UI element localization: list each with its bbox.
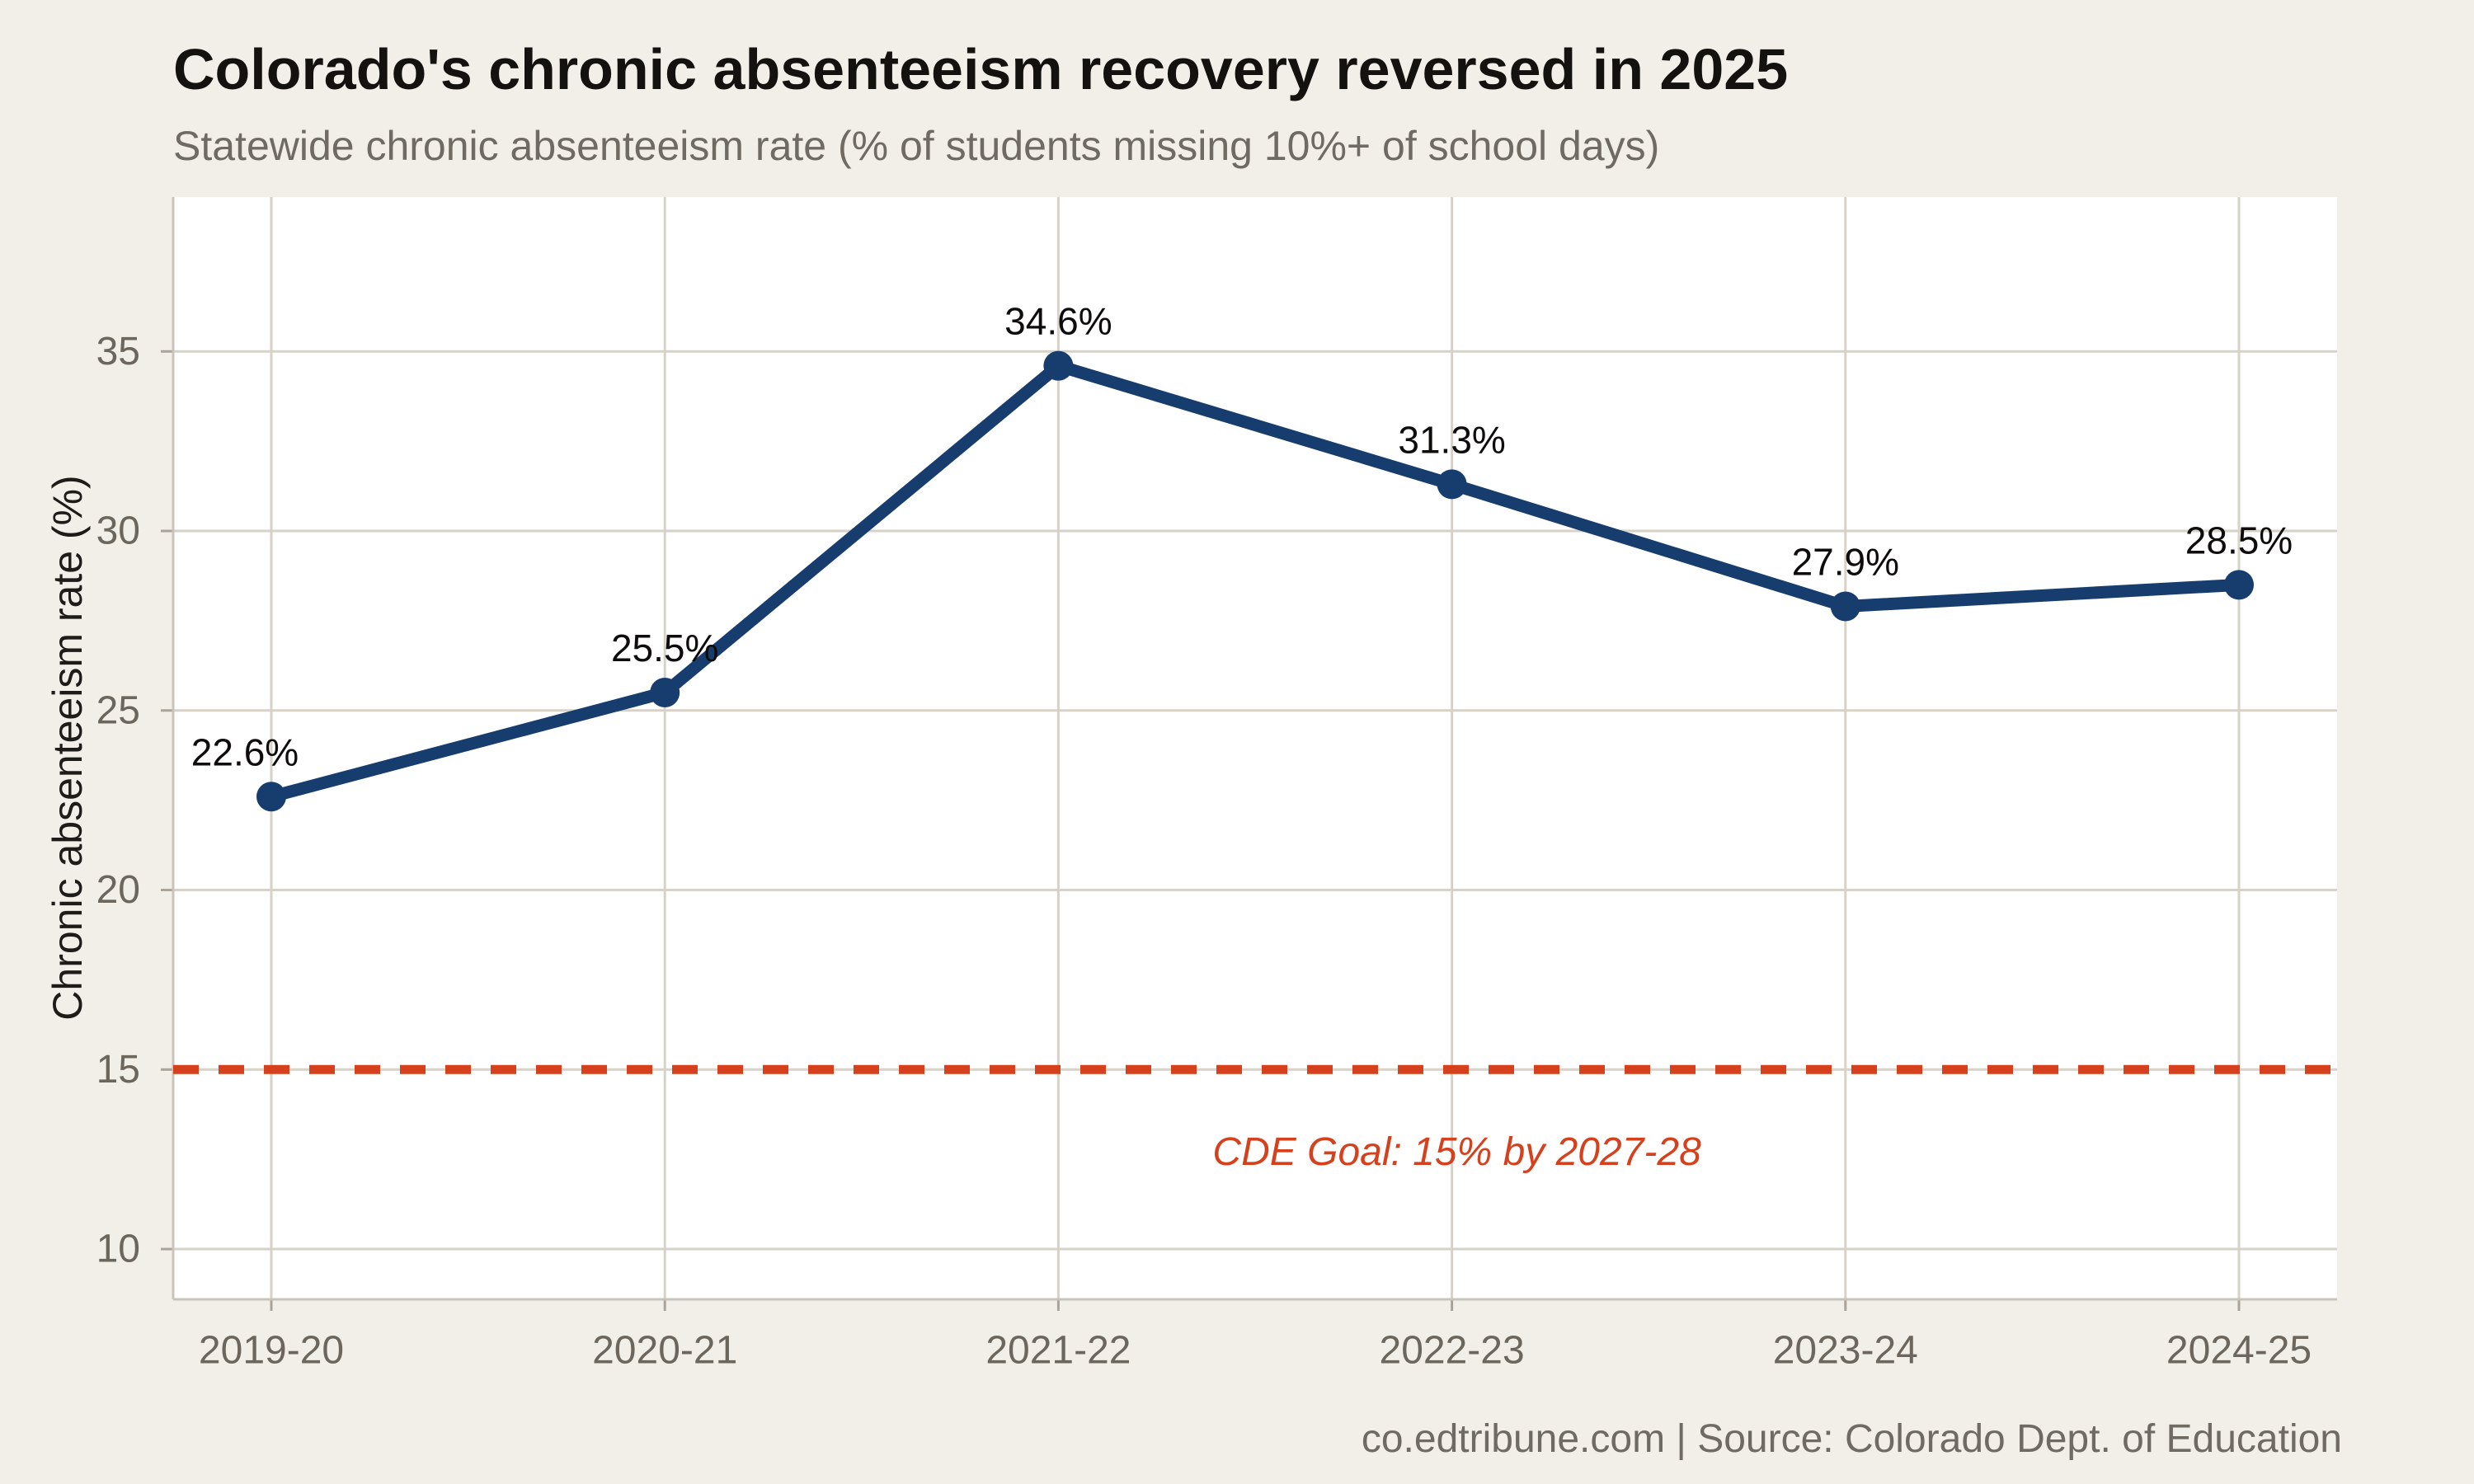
x-tick-label: 2020-21 <box>592 1329 737 1373</box>
trend-line <box>265 359 2246 803</box>
y-tick-label: 25 <box>96 688 140 732</box>
source-credit: co.edtribune.com | Source: Colorado Dept… <box>1361 1417 2342 1461</box>
y-tick-label: 35 <box>96 330 140 373</box>
data-point-label: 27.9% <box>1792 540 1899 583</box>
x-tick-label: 2022-23 <box>1380 1329 1525 1373</box>
chart-title: Colorado's chronic absenteeism recovery … <box>173 37 1789 101</box>
data-point-label: 31.3% <box>1398 418 1505 461</box>
data-point <box>650 677 680 707</box>
chart-subtitle: Statewide chronic absenteeism rate (% of… <box>173 123 1660 169</box>
goal-annotation: CDE Goal: 15% by 2027-28 <box>1212 1130 1701 1174</box>
y-tick-label: 15 <box>96 1048 140 1092</box>
x-tick-label: 2019-20 <box>199 1329 344 1373</box>
plot-panel <box>173 197 2337 1299</box>
data-point-label: 28.5% <box>2185 519 2293 561</box>
y-tick-label: 10 <box>96 1228 140 1271</box>
data-point <box>2224 570 2254 600</box>
x-tick-label: 2024-25 <box>2166 1329 2312 1373</box>
data-point-label: 25.5% <box>611 627 718 669</box>
y-tick-label: 30 <box>96 510 140 553</box>
x-tick-label: 2023-24 <box>1773 1329 1918 1373</box>
data-point-label: 22.6% <box>191 730 299 773</box>
data-point <box>256 782 286 812</box>
data-point <box>1043 350 1074 381</box>
data-point <box>1437 469 1467 500</box>
y-tick-label: 20 <box>96 868 140 912</box>
x-tick-label: 2021-22 <box>985 1329 1131 1373</box>
data-point <box>1830 591 1860 622</box>
data-point-label: 34.6% <box>1004 300 1112 343</box>
